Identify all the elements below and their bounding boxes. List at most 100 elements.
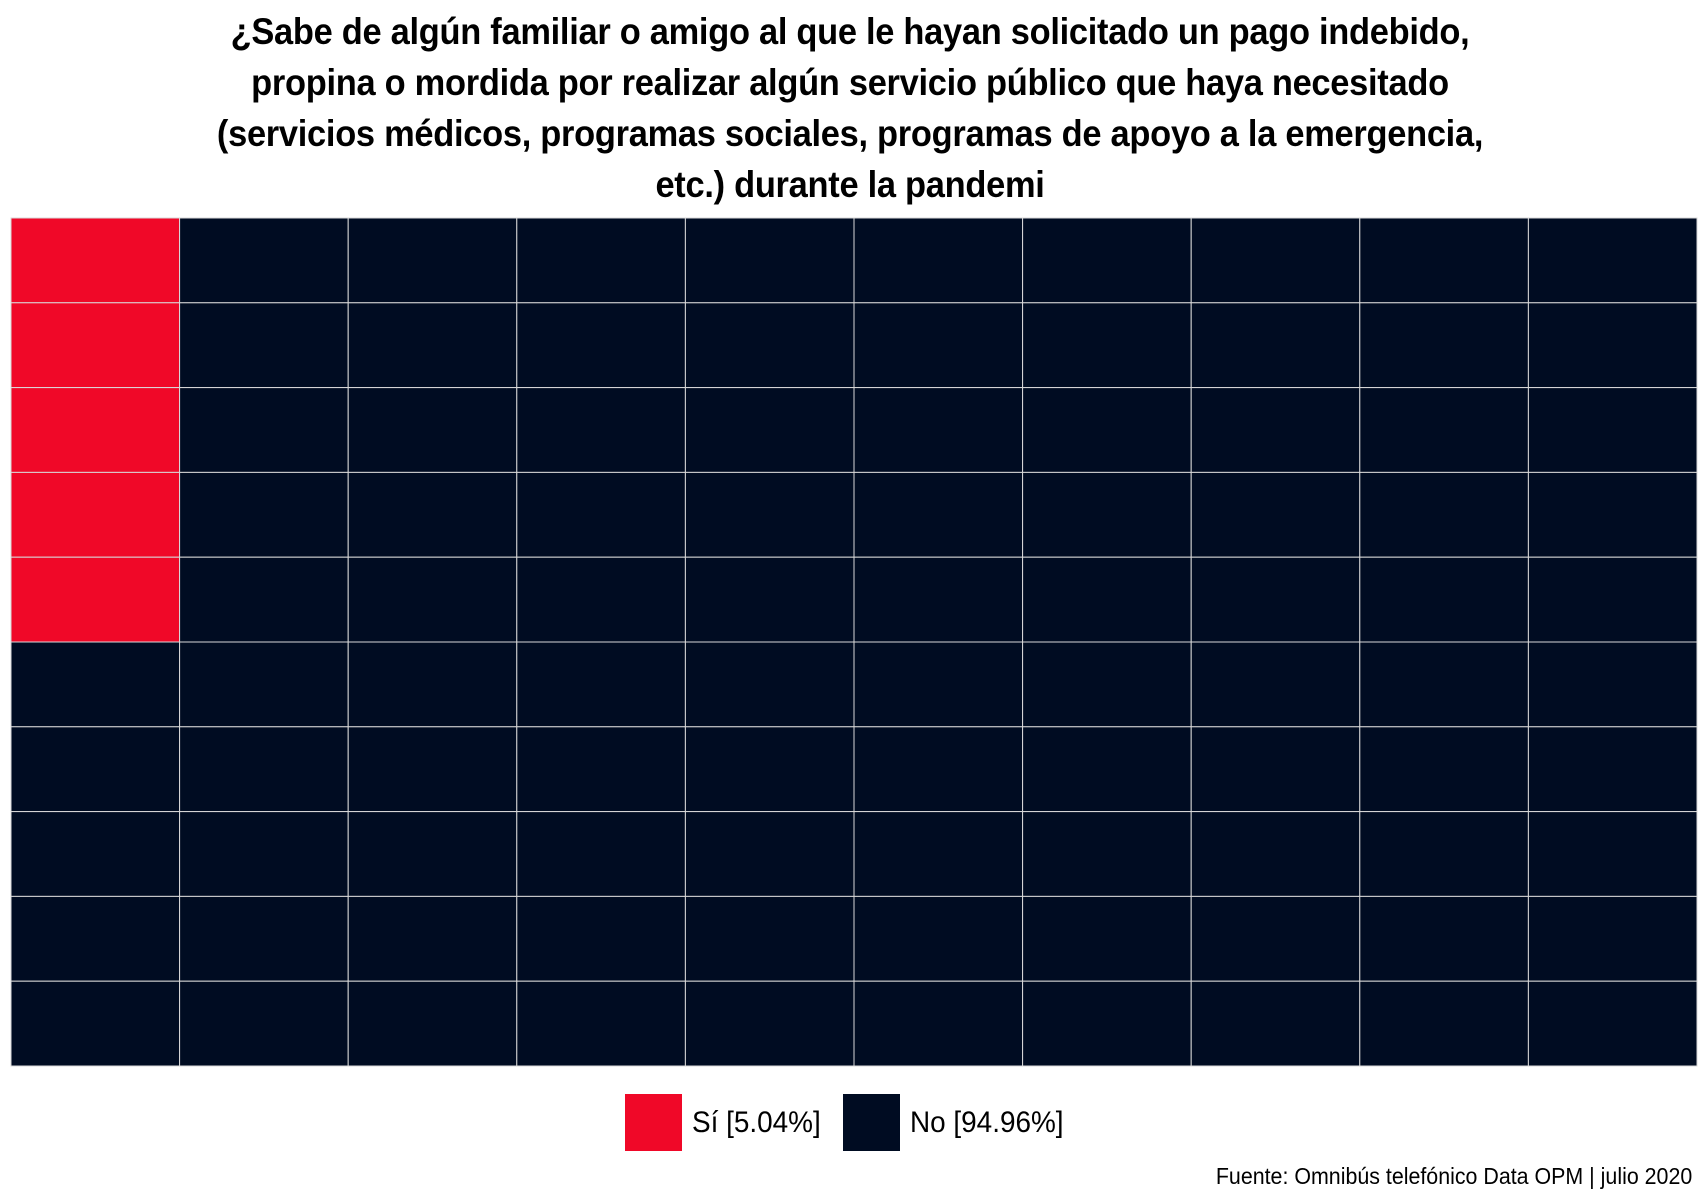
waffle-square-no [853, 217, 1024, 304]
waffle-square-no [1359, 387, 1529, 473]
waffle-square-no [684, 811, 855, 897]
waffle-square-si [10, 302, 181, 389]
waffle-square-no [179, 726, 349, 813]
legend-label-si: Sí [5.04%] [692, 1105, 821, 1139]
waffle-square-no [1022, 895, 1192, 982]
waffle-square-no [1359, 556, 1529, 643]
waffle-square-no [347, 811, 518, 897]
waffle-square-no [684, 895, 855, 982]
waffle-square-no [1190, 387, 1361, 473]
waffle-square-no [1022, 217, 1192, 304]
waffle-square-no [179, 895, 349, 982]
waffle-square-no [1022, 302, 1192, 389]
waffle-square-no [347, 387, 518, 473]
chart-legend: Sí [5.04%] No [94.96%] [0, 1094, 1700, 1151]
chart-title-line-1: ¿Sabe de algún familiar o amigo al que l… [230, 11, 1470, 52]
waffle-square-no [179, 302, 349, 389]
waffle-square-no [347, 895, 518, 982]
waffle-square-no [516, 556, 686, 643]
waffle-square-no [853, 895, 1024, 982]
waffle-square-no [853, 811, 1024, 897]
waffle-square-no [1527, 217, 1698, 304]
legend-label-no: No [94.96%] [909, 1105, 1064, 1139]
waffle-square-no [1527, 641, 1698, 728]
waffle-square-no [347, 217, 518, 304]
waffle-square-no [684, 302, 855, 389]
waffle-square-si [10, 471, 181, 558]
waffle-square-no [684, 726, 855, 813]
waffle-square-si [10, 387, 181, 473]
waffle-square-no [10, 895, 181, 982]
waffle-square-no [1022, 726, 1192, 813]
waffle-square-no [1190, 217, 1361, 304]
legend-swatch-si [625, 1094, 683, 1151]
waffle-square-si [10, 556, 181, 643]
legend-item-no: No [94.96%] [842, 1094, 1075, 1151]
waffle-square-no [1190, 302, 1361, 389]
waffle-square-no [1359, 641, 1529, 728]
waffle-square-no [516, 641, 686, 728]
waffle-square-no [347, 641, 518, 728]
waffle-square-no [1022, 980, 1192, 1067]
waffle-square-no [516, 980, 686, 1067]
waffle-square-no [1022, 641, 1192, 728]
waffle-square-no [1527, 302, 1698, 389]
waffle-square-no [516, 387, 686, 473]
waffle-square-no [179, 556, 349, 643]
waffle-square-no [347, 726, 518, 813]
waffle-square-no [1359, 895, 1529, 982]
waffle-square-no [516, 471, 686, 558]
waffle-square-no [516, 217, 686, 304]
waffle-square-no [1022, 811, 1192, 897]
waffle-square-no [1359, 302, 1529, 389]
legend-swatch-no [842, 1094, 900, 1151]
waffle-square-no [516, 895, 686, 982]
waffle-square-no [1359, 471, 1529, 558]
waffle-square-no [853, 641, 1024, 728]
waffle-square-no [10, 641, 181, 728]
waffle-square-no [1527, 556, 1698, 643]
waffle-square-no [179, 217, 349, 304]
waffle-square-no [1527, 980, 1698, 1067]
waffle-square-no [853, 471, 1024, 558]
waffle-square-no [1190, 641, 1361, 728]
waffle-square-no [1022, 471, 1192, 558]
waffle-square-no [1527, 471, 1698, 558]
waffle-square-no [684, 556, 855, 643]
waffle-square-no [179, 387, 349, 473]
waffle-square-no [1190, 980, 1361, 1067]
waffle-square-no [1527, 726, 1698, 813]
chart-title: ¿Sabe de algún familiar o amigo al que l… [97, 6, 1604, 210]
waffle-square-no [1359, 726, 1529, 813]
waffle-square-si [10, 217, 181, 304]
legend-item-si: Sí [5.04%] [625, 1094, 830, 1151]
waffle-square-no [1527, 811, 1698, 897]
waffle-square-no [684, 641, 855, 728]
waffle-square-no [347, 556, 518, 643]
waffle-square-no [1190, 811, 1361, 897]
waffle-square-no [1359, 980, 1529, 1067]
waffle-square-no [1022, 556, 1192, 643]
chart-title-line-2: propina o mordida por realizar algún ser… [251, 62, 1449, 103]
waffle-square-no [1022, 387, 1192, 473]
waffle-square-no [179, 471, 349, 558]
waffle-square-no [1527, 895, 1698, 982]
waffle-square-no [10, 811, 181, 897]
waffle-square-no [1190, 471, 1361, 558]
waffle-square-no [853, 387, 1024, 473]
waffle-square-no [1359, 811, 1529, 897]
waffle-square-no [684, 471, 855, 558]
waffle-square-no [853, 302, 1024, 389]
waffle-square-no [853, 726, 1024, 813]
waffle-square-no [347, 471, 518, 558]
waffle-square-no [853, 980, 1024, 1067]
waffle-square-no [516, 811, 686, 897]
waffle-square-no [347, 302, 518, 389]
waffle-square-no [1190, 726, 1361, 813]
chart-title-line-3: (servicios médicos, programas sociales, … [216, 113, 1484, 154]
waffle-square-no [1527, 387, 1698, 473]
waffle-square-no [684, 980, 855, 1067]
waffle-square-no [347, 980, 518, 1067]
waffle-square-no [179, 641, 349, 728]
